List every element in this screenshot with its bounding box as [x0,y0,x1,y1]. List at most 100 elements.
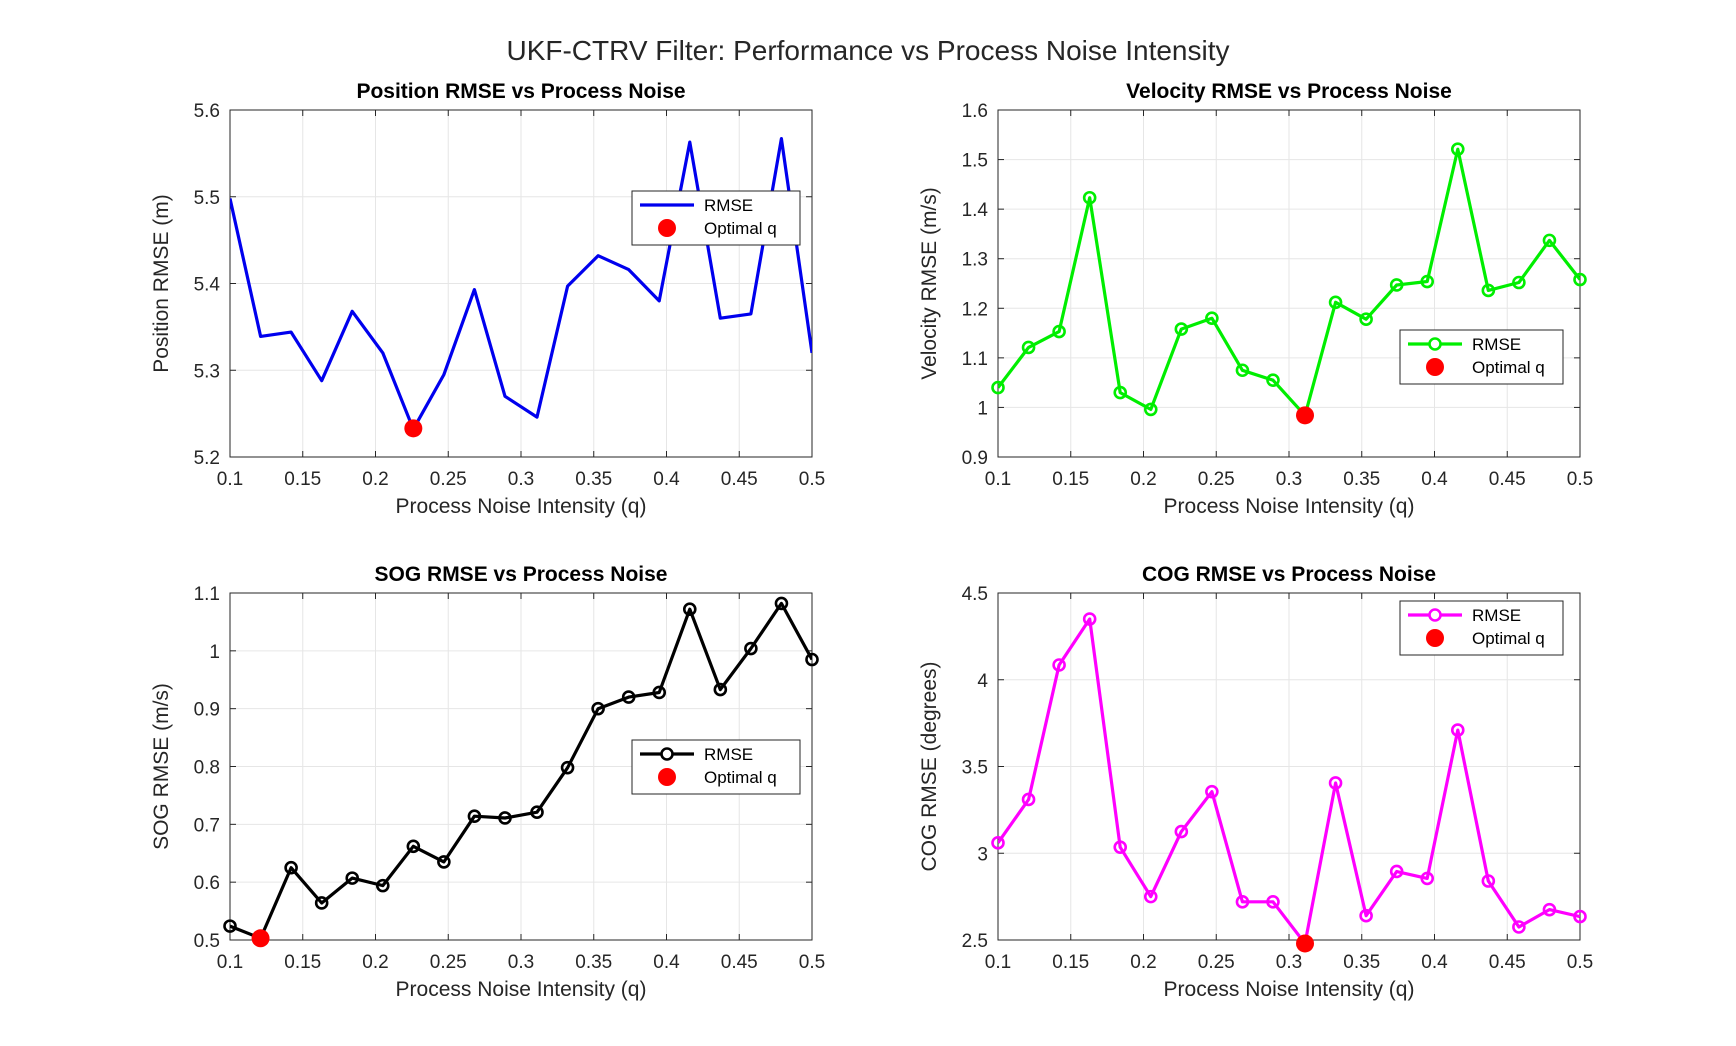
rmse-point [406,839,421,854]
rmse-point [1450,142,1465,156]
optimal-point [1296,406,1315,425]
x-tick-label: 0.45 [1489,469,1526,490]
x-tick-label: 0.5 [799,469,825,490]
rmse-point [1389,278,1404,292]
legend-rmse-marker [1428,608,1442,622]
rmse-line [998,147,1580,417]
y-tick-label: 1.5 [962,151,988,172]
axes-box [997,109,1581,458]
rmse-point [1420,274,1435,289]
y-axis-label: Velocity RMSE (m/s) [918,187,941,380]
y-tick-label: 5.3 [194,361,220,382]
y-axis-label: Position RMSE (m) [150,194,173,373]
y-tick-label: 1.1 [962,349,988,370]
subplot-title: Position RMSE vs Process Noise [356,80,685,103]
rmse-point [1328,295,1343,310]
subplot-position: 0.1 0.15 0.2 0.25 0.3 0.35 0.4 0.45 0.5 5.2 5.3 5.4… [150,80,825,518]
x-tick-label: 0.45 [721,952,758,973]
x-tick-label: 0.4 [653,469,680,490]
x-tick-label: 0.35 [575,952,612,973]
rmse-point [1143,889,1158,904]
axes-box [229,592,813,941]
x-tick-label: 0.5 [799,952,825,973]
y-axis-label: SOG RMSE (m/s) [150,683,173,850]
x-axis-label: Process Noise Intensity (q) [396,978,647,1001]
rmse-point [991,836,1005,850]
rmse-point [652,685,667,700]
x-axis-label: Process Noise Intensity (q) [396,495,647,518]
y-tick-label: 3.5 [962,758,988,779]
x-tick-label: 0.25 [1198,469,1235,490]
y-tick-label: 1 [977,398,988,419]
series-rmse [230,137,812,431]
x-tick-label: 0.2 [362,952,388,973]
rmse-point [1359,908,1373,923]
y-tick-label: 0.6 [194,873,220,894]
subplot-cog: 0.1 0.15 0.2 0.25 0.3 0.35 0.4 0.45 0.5 2.5 3 3.5 4 4… [918,563,1593,1001]
subplot-sog: 0.1 0.15 0.2 0.25 0.3 0.35 0.4 0.45 0.5 0.5 0.6 0.7… [150,563,825,1001]
x-tick-label: 0.5 [1567,469,1593,490]
x-axis-label: Process Noise Intensity (q) [1164,978,1415,1001]
x-tick-label: 0.4 [1421,952,1448,973]
x-tick-label: 0.4 [653,952,680,973]
rmse-point [1389,864,1404,879]
legend: RMSE Optimal q [631,190,801,246]
subplot-title: Velocity RMSE vs Process Noise [1126,80,1452,103]
y-axis-label: COG RMSE (degrees) [918,661,941,871]
x-tick-label: 0.15 [1052,952,1089,973]
legend-rmse-label: RMSE [1472,335,1521,354]
rmse-point [1082,612,1097,626]
y-tick-label: 1.3 [962,250,988,271]
legend-optimal-label: Optimal q [704,768,777,787]
legend-rmse-marker [1428,337,1442,351]
legend-box [631,739,801,795]
rmse-point [1450,723,1465,737]
legend-optimal-marker [658,768,676,786]
y-tick-label: 4 [977,671,988,692]
legend-optimal-label: Optimal q [704,219,777,238]
rmse-point [1235,363,1250,378]
rmse-point [1174,322,1189,336]
x-tick-label: 0.15 [1052,469,1089,490]
rmse-point [1113,385,1128,400]
x-tick-label: 0.3 [508,952,534,973]
rmse-point [1573,909,1587,924]
rmse-point [1542,902,1557,917]
legend: RMSE Optimal q [1399,329,1564,385]
rmse-point [284,860,298,875]
optimal-point [1296,934,1315,953]
rmse-point [805,652,819,667]
legend-box [1399,329,1564,385]
axes-box [997,592,1581,941]
subplot-grid: 0.1 0.15 0.2 0.25 0.3 0.35 0.4 0.45 0.5 5.2 5.3 5.4… [150,80,1593,1001]
x-tick-label: 0.1 [985,469,1011,490]
rmse-point [530,805,544,819]
legend-rmse-label: RMSE [704,196,753,215]
rmse-point [1052,658,1066,672]
legend-rmse-label: RMSE [704,745,753,764]
legend-box [1399,600,1564,656]
x-tick-label: 0.3 [508,469,534,490]
y-tick-label: 1.6 [962,101,988,122]
optimal-point [404,419,423,438]
rmse-line [230,137,812,431]
y-tick-label: 1.4 [962,200,989,221]
legend-rmse-marker [660,747,674,761]
y-tick-label: 4.5 [962,584,988,605]
rmse-point [1113,840,1128,854]
rmse-point [1359,312,1373,326]
rmse-point [1481,874,1496,888]
rmse-point [682,602,697,616]
x-tick-label: 0.45 [721,469,758,490]
series-rmse [998,617,1580,940]
rmse-point [1205,784,1219,799]
rmse-point [991,380,1005,395]
x-tick-label: 0.35 [1343,469,1380,490]
y-tick-label: 5.5 [194,188,220,209]
y-tick-label: 1.1 [194,584,220,605]
x-tick-label: 0.2 [1130,469,1156,490]
x-tick-label: 0.4 [1421,469,1448,490]
x-tick-label: 0.35 [575,469,612,490]
rmse-point [1481,283,1496,298]
legend-optimal-marker [1426,629,1444,647]
